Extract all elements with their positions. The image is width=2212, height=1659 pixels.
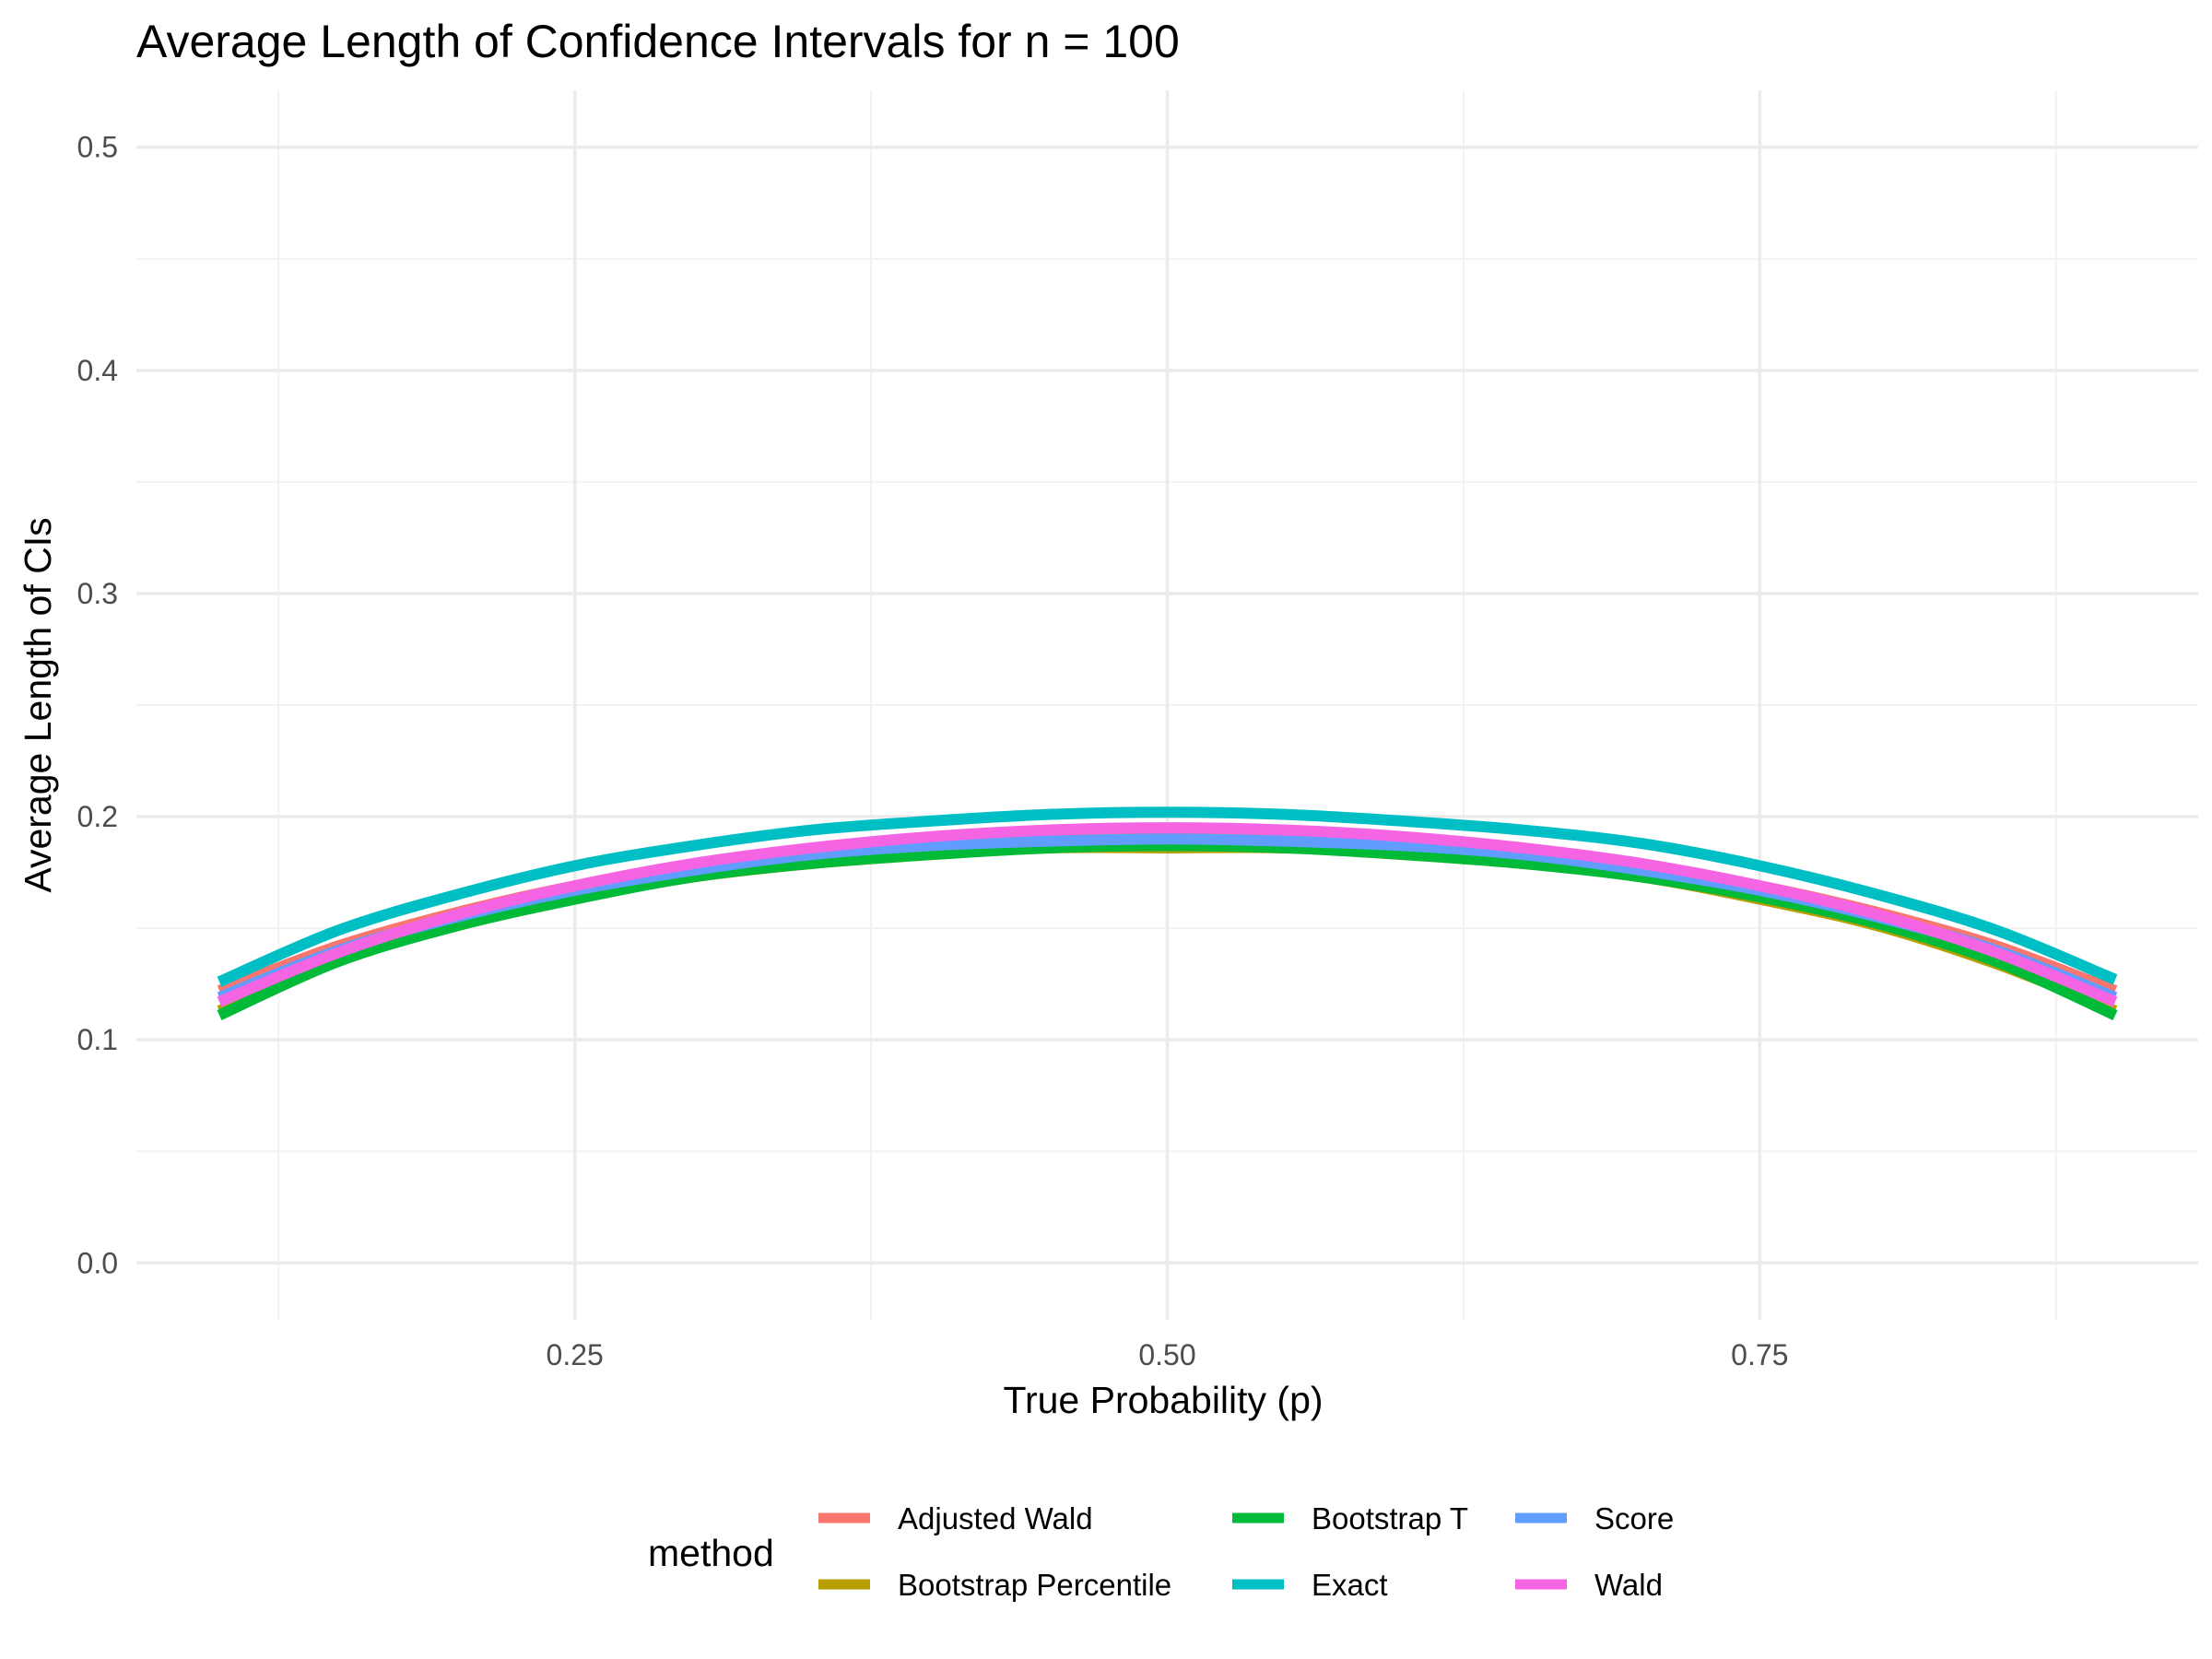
series-line-wald xyxy=(217,822,2118,1007)
series-lines xyxy=(217,806,2118,1020)
x-tick-label: 0.50 xyxy=(1138,1338,1195,1371)
x-axis-tick-labels: 0.25 0.50 0.75 xyxy=(547,1338,1789,1371)
x-axis-title: True Probability (p) xyxy=(1003,1379,1323,1421)
x-tick-label: 0.75 xyxy=(1731,1338,1788,1371)
y-tick-label: 0.1 xyxy=(77,1023,118,1056)
y-tick-label: 0.0 xyxy=(77,1246,118,1279)
legend-label-adjusted-wald: Adjusted Wald xyxy=(898,1501,1093,1535)
legend-title: method xyxy=(648,1532,774,1574)
y-tick-label: 0.2 xyxy=(77,800,118,833)
series-line-bootstrap-t xyxy=(217,840,2118,1020)
y-axis-title: Average Length of CIs xyxy=(17,517,59,892)
y-axis-tick-labels: 0.0 0.1 0.2 0.3 0.4 0.5 xyxy=(77,131,118,1280)
legend-label-bootstrap-percentile: Bootstrap Percentile xyxy=(898,1568,1171,1602)
chart-title: Average Length of Confidence Intervals f… xyxy=(136,16,1180,67)
x-tick-label: 0.25 xyxy=(547,1338,604,1371)
series-line-exact xyxy=(217,806,2118,987)
y-tick-label: 0.5 xyxy=(77,131,118,164)
legend-label-wald: Wald xyxy=(1594,1568,1663,1602)
y-tick-label: 0.4 xyxy=(77,354,118,387)
legend-label-bootstrap-t: Bootstrap T xyxy=(1312,1501,1468,1535)
legend: method Adjusted Wald Bootstrap Percentile… xyxy=(648,1501,1674,1602)
legend-label-exact: Exact xyxy=(1312,1568,1388,1602)
y-tick-label: 0.3 xyxy=(77,577,118,610)
legend-label-score: Score xyxy=(1594,1501,1674,1535)
